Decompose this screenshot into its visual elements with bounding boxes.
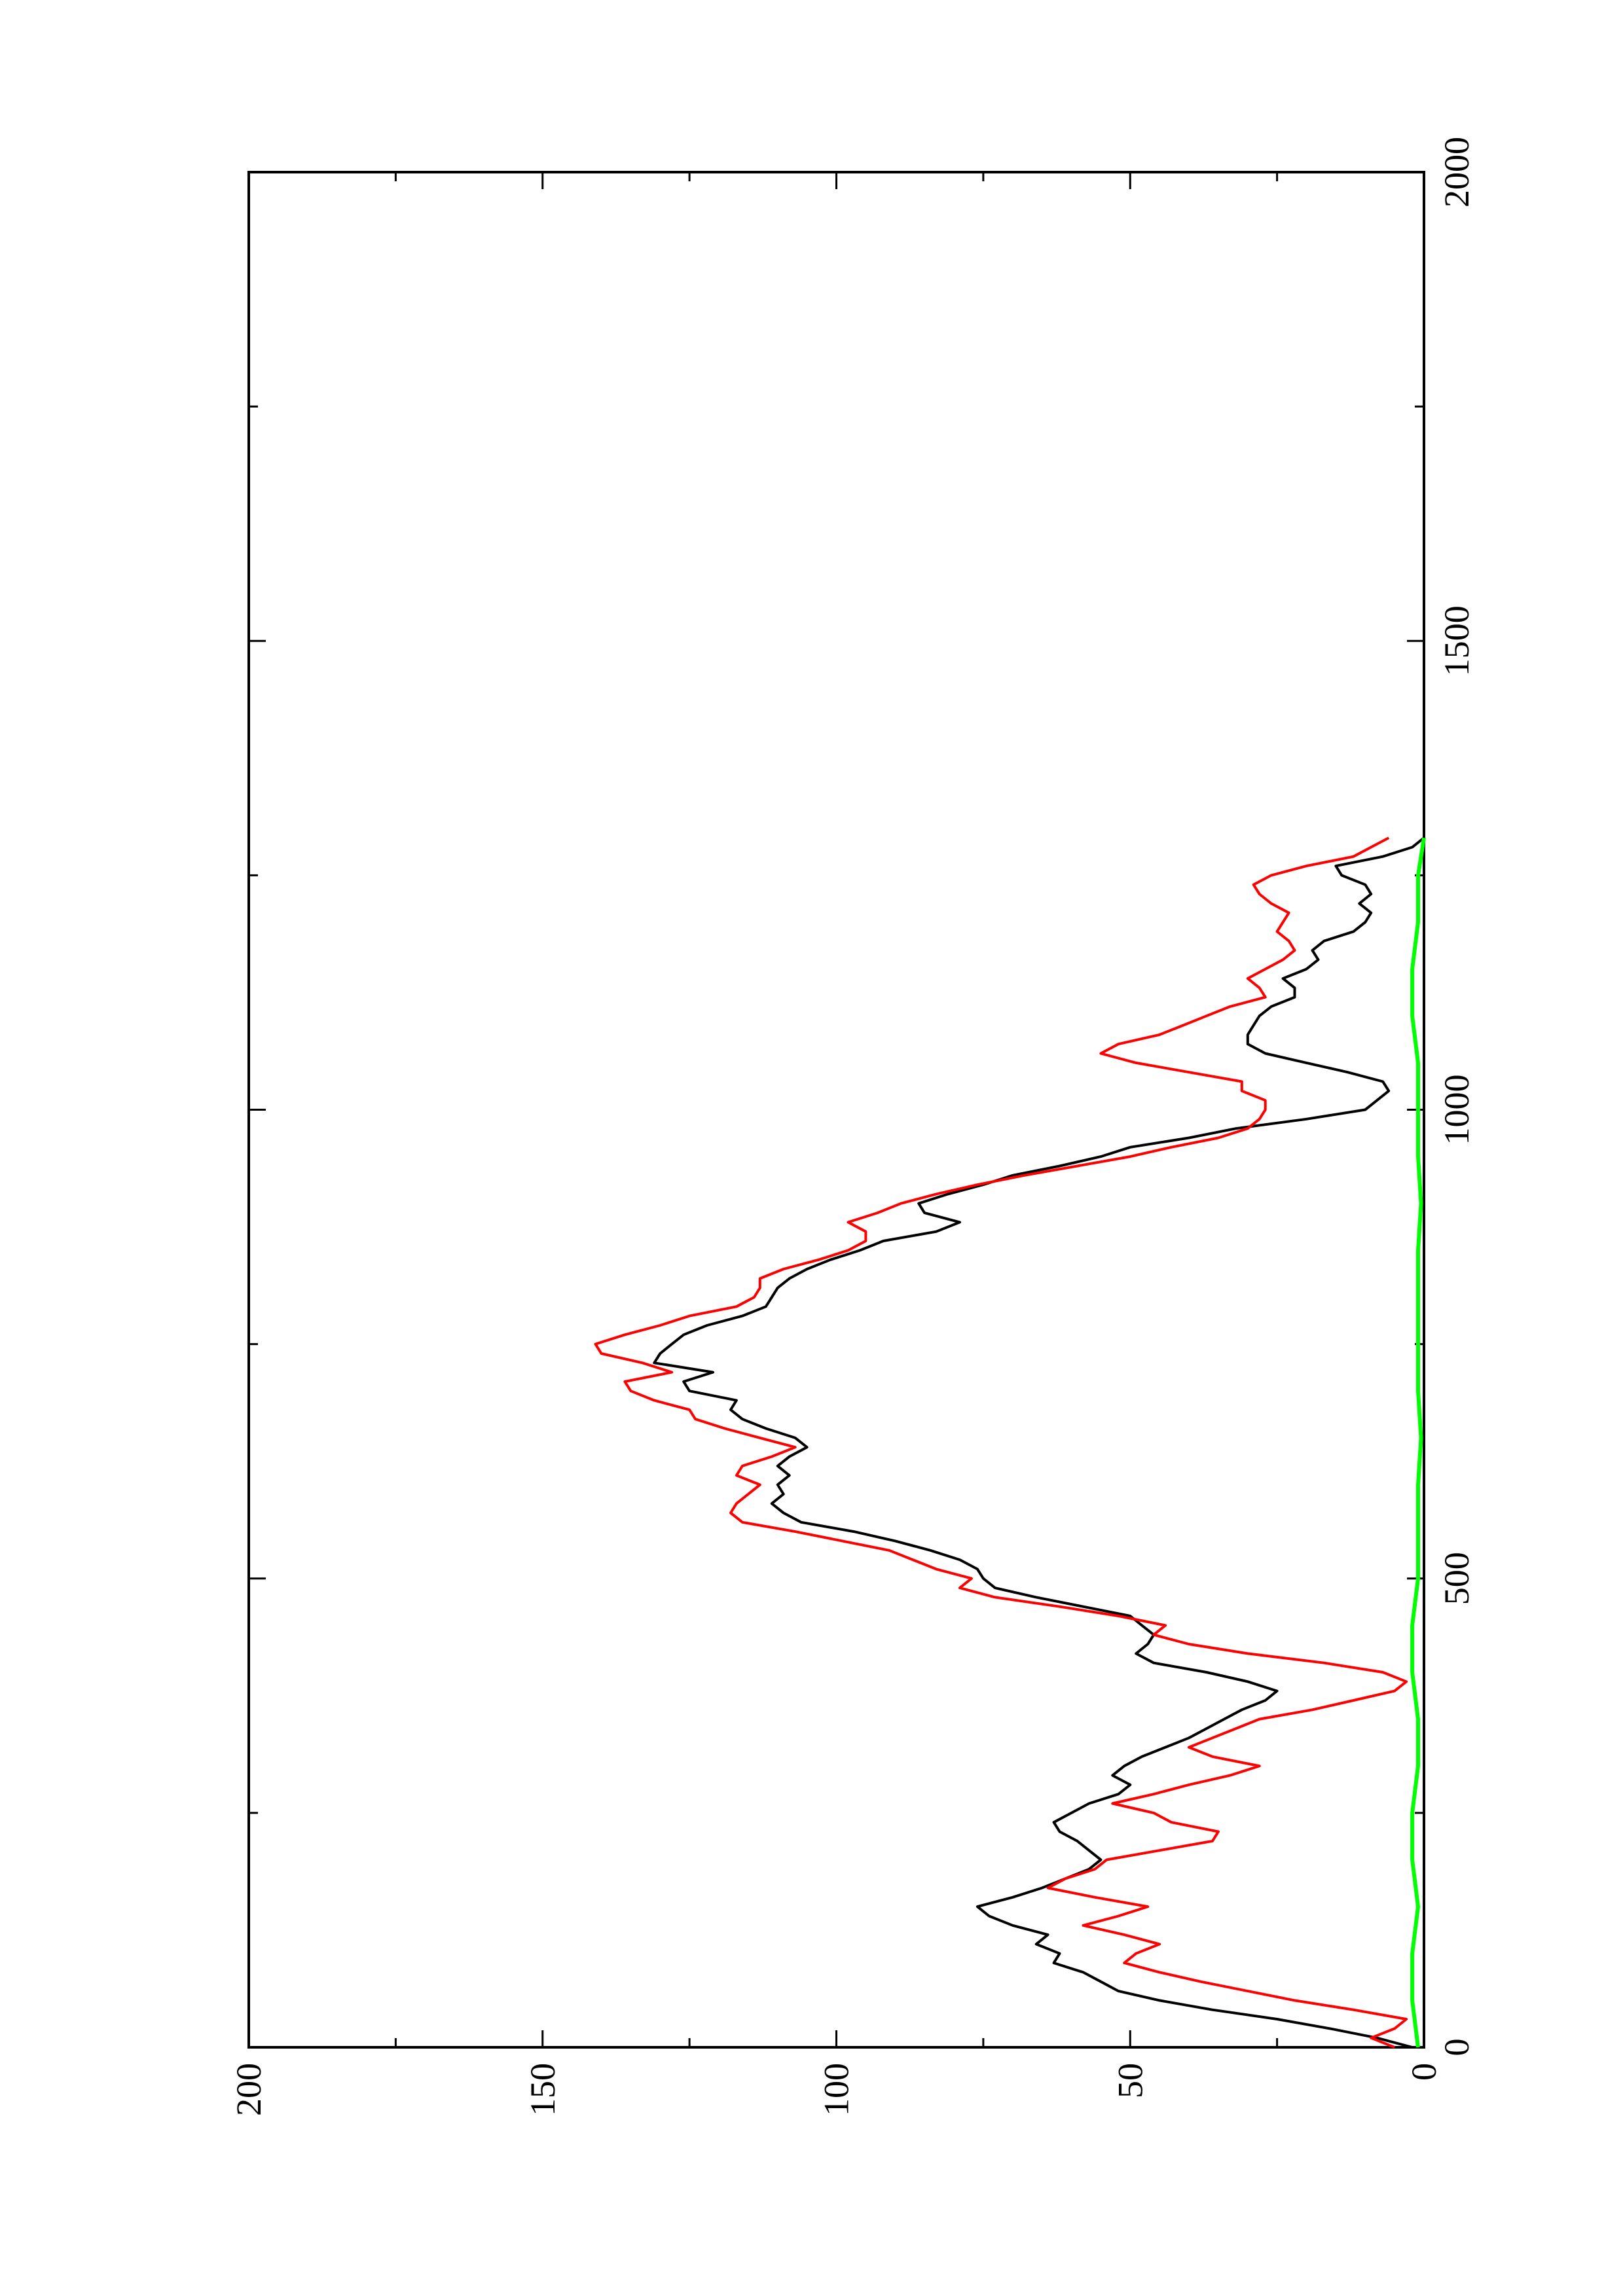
x-tick-label: 0	[1437, 2039, 1476, 2056]
y-tick-label: 150	[523, 2063, 562, 2116]
x-tick-label: 2000	[1437, 137, 1476, 207]
black-series-line	[653, 836, 1425, 2049]
red-series-line	[594, 836, 1408, 2049]
x-tick-label: 500	[1437, 1552, 1476, 1605]
x-tick-label: 1000	[1437, 1075, 1476, 1145]
rotated-plot-group: 0 500 1000 1500 2000 0 50 100 150 200	[229, 137, 1476, 2116]
y-tick-label: 0	[1404, 2063, 1444, 2081]
plot-area	[247, 171, 1425, 2049]
y-tick-label: 50	[1110, 2063, 1150, 2098]
y-tick-label: 200	[229, 2063, 268, 2116]
series-layer	[594, 836, 1426, 2049]
x-axis-ticks: 0 500 1000 1500 2000	[249, 137, 1476, 2056]
green-series-line	[1410, 837, 1426, 2048]
y-tick-label: 100	[817, 2063, 856, 2116]
y-axis-ticks: 0 50 100 150 200	[229, 172, 1444, 2116]
x-tick-label: 1500	[1437, 605, 1476, 676]
